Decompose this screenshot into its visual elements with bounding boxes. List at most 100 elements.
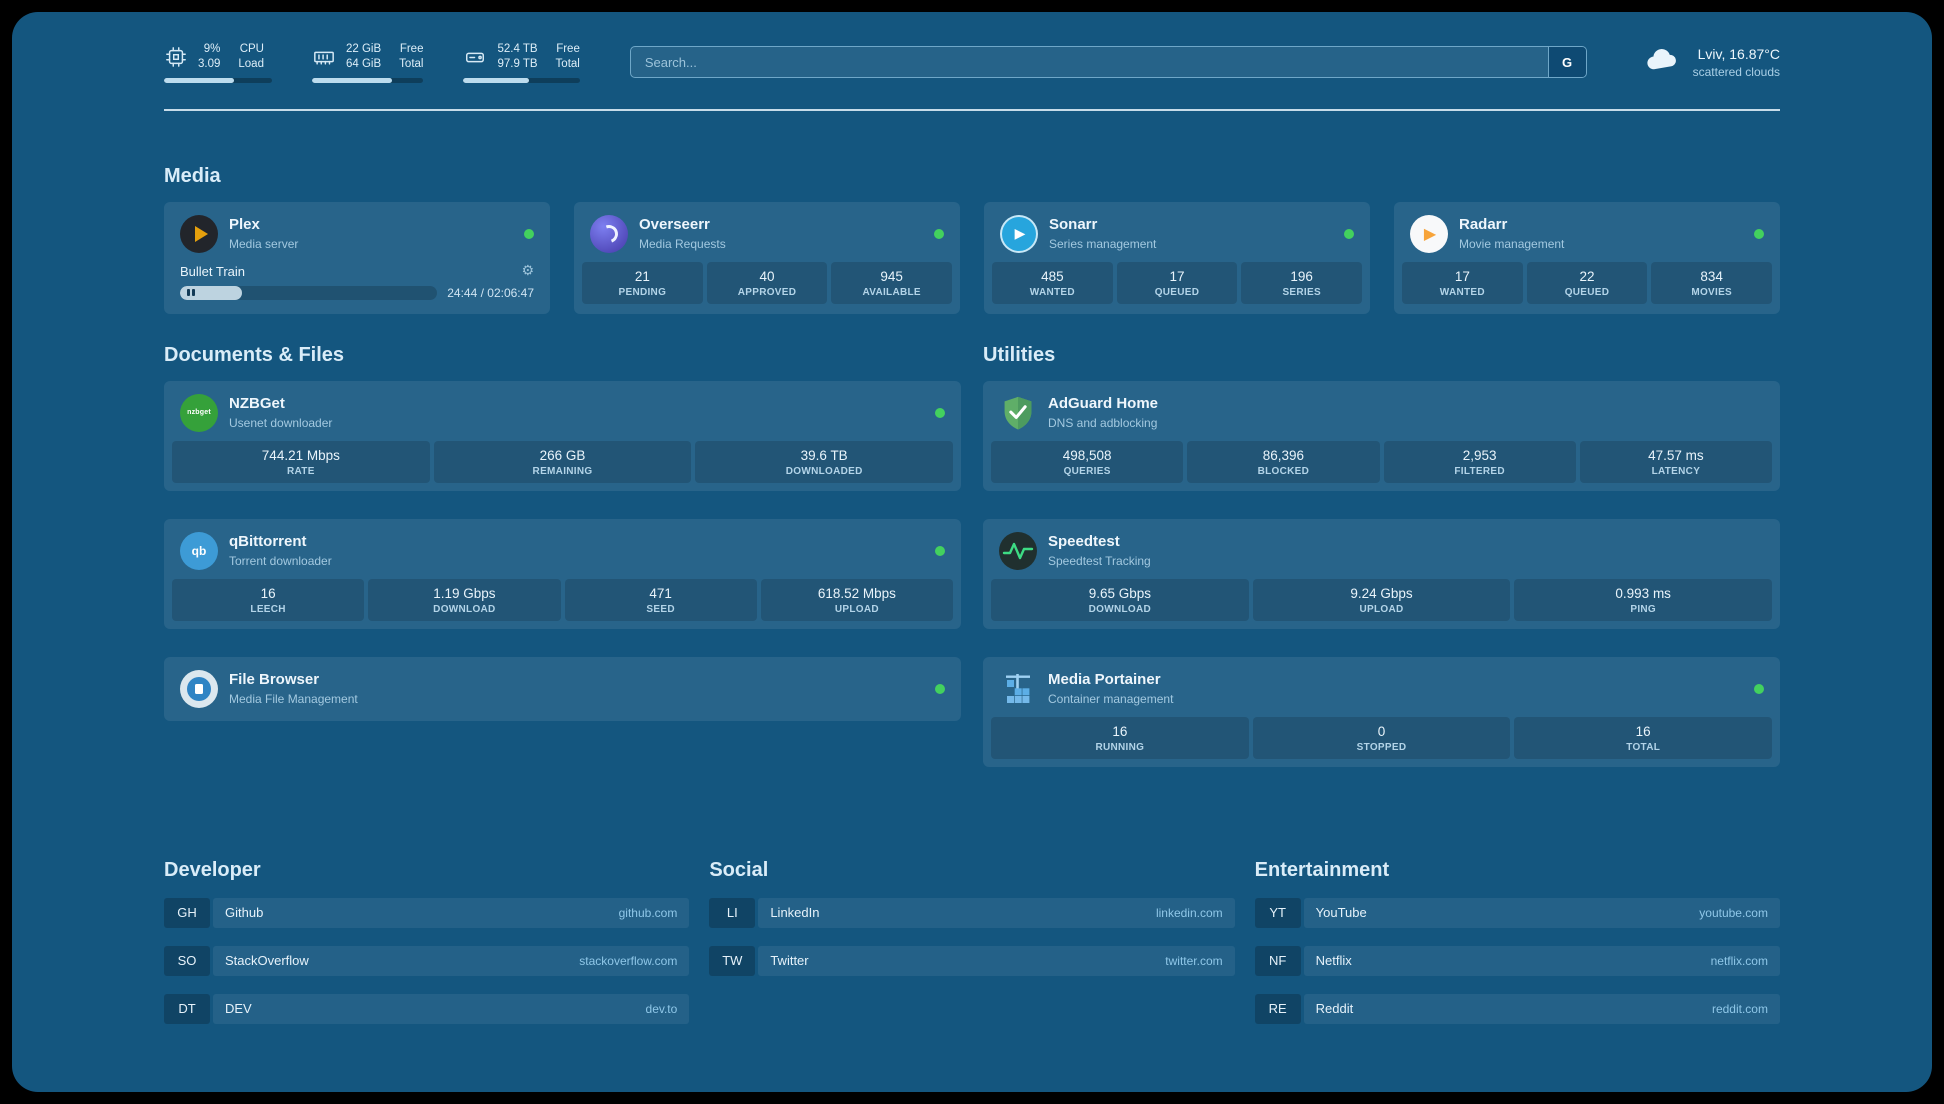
stat-value: 498,508 xyxy=(1062,447,1112,463)
bookmark-linkedin[interactable]: LI LinkedIn linkedin.com xyxy=(709,897,1235,928)
stat-tile: 86,396 BLOCKED xyxy=(1187,440,1380,483)
stat-value: 40 xyxy=(759,268,775,284)
plex-icon xyxy=(180,214,218,253)
service-card-sonarr[interactable]: ▶ Sonarr Series management 485 WANTED 17… xyxy=(984,201,1370,314)
service-description: Speedtest Tracking xyxy=(1048,554,1151,569)
gear-icon[interactable]: ⚙ xyxy=(521,263,534,280)
search-provider-button[interactable]: G xyxy=(1547,47,1586,78)
service-card-speedtest[interactable]: Speedtest Speedtest Tracking 9.65 Gbps D… xyxy=(983,518,1780,629)
ram-free-label: Free xyxy=(399,43,424,55)
disk-free-label: Free xyxy=(556,43,580,55)
bookmark-abbr: RE xyxy=(1254,993,1301,1024)
bookmark-abbr: NF xyxy=(1254,945,1301,976)
service-card-plex[interactable]: Plex Media server Bullet Train ⚙ 24:44 /… xyxy=(164,201,550,314)
weather-widget: Lviv, 16.87°C scattered clouds xyxy=(1645,45,1780,80)
playback-progress xyxy=(180,285,242,300)
bookmark-stackoverflow[interactable]: SO StackOverflow stackoverflow.com xyxy=(164,945,690,976)
service-name: AdGuard Home xyxy=(1048,395,1159,413)
bookmark-url: youtube.com xyxy=(1699,905,1768,920)
disk-bar-fill xyxy=(463,77,529,83)
playback-track[interactable] xyxy=(180,285,438,300)
status-dot xyxy=(524,228,534,239)
stat-label: PENDING xyxy=(618,286,667,298)
stat-value: 9.65 Gbps xyxy=(1088,585,1151,601)
service-card-filebrowser[interactable]: File Browser Media File Management xyxy=(164,656,961,721)
portainer-icon xyxy=(999,670,1037,708)
stat-tile: 40 APPROVED xyxy=(706,261,828,304)
stat-tile: 485 WANTED xyxy=(992,261,1113,304)
stat-value: 834 xyxy=(1700,268,1723,284)
disk-total-value: 97.9 TB xyxy=(497,57,538,70)
pause-icon[interactable] xyxy=(187,289,190,297)
cpu-label: CPU xyxy=(239,43,264,55)
bookmark-name: LinkedIn xyxy=(770,905,820,921)
service-description: Container management xyxy=(1048,692,1174,707)
stat-value: 485 xyxy=(1041,268,1064,284)
bookmark-name: Github xyxy=(225,905,264,921)
bookmark-abbr: TW xyxy=(709,945,756,976)
stat-tile: 2,953 FILTERED xyxy=(1383,440,1576,483)
stat-value: 47.57 ms xyxy=(1648,447,1704,463)
stat-label: MOVIES xyxy=(1691,286,1733,298)
service-card-adguard[interactable]: AdGuard Home DNS and adblocking 498,508 … xyxy=(983,380,1780,491)
stat-tile: 945 AVAILABLE xyxy=(831,261,953,304)
bookmark-dev[interactable]: DT DEV dev.to xyxy=(164,993,690,1024)
service-card-portainer[interactable]: Media Portainer Container management 16 … xyxy=(983,656,1780,767)
stat-label: DOWNLOADED xyxy=(785,465,863,477)
stat-label: PING xyxy=(1630,603,1656,615)
weather-location: Lviv, 16.87°C xyxy=(1697,45,1780,62)
playback-time: 24:44 / 02:06:47 xyxy=(447,285,534,300)
service-description: Movie management xyxy=(1459,237,1565,252)
search-input[interactable] xyxy=(630,47,1548,78)
qbittorrent-icon: qb xyxy=(180,531,218,570)
bookmark-url: twitter.com xyxy=(1165,953,1223,968)
status-dot xyxy=(934,228,944,239)
media-grid: Plex Media server Bullet Train ⚙ 24:44 /… xyxy=(164,201,1780,314)
stat-label: UPLOAD xyxy=(1359,603,1404,615)
bookmarks-social: Social LI LinkedIn linkedin.com TW Twitt… xyxy=(709,795,1235,994)
service-card-overseerr[interactable]: Overseerr Media Requests 21 PENDING 40 A… xyxy=(574,201,960,314)
resource-widgets: 9% 3.09 CPU Load xyxy=(164,42,580,83)
bookmark-twitter[interactable]: TW Twitter twitter.com xyxy=(709,945,1235,976)
stat-tile: 16 LEECH xyxy=(172,578,365,621)
service-name: qBittorrent xyxy=(229,533,307,551)
bookmark-netflix[interactable]: NF Netflix netflix.com xyxy=(1254,945,1780,976)
topbar: 9% 3.09 CPU Load xyxy=(164,42,1780,83)
service-name: File Browser xyxy=(229,671,320,689)
bookmark-github[interactable]: GH Github github.com xyxy=(164,897,690,928)
overseerr-icon xyxy=(590,214,628,253)
ram-bar-fill xyxy=(312,77,393,83)
status-dot xyxy=(935,683,945,694)
service-card-qbittorrent[interactable]: qb qBittorrent Torrent downloader 16 LEE… xyxy=(164,518,961,629)
service-card-nzbget[interactable]: nzbget NZBGet Usenet downloader 744.21 M… xyxy=(164,380,961,491)
search-box: G xyxy=(629,46,1587,79)
stat-value: 17 xyxy=(1169,268,1185,284)
stat-value: 16 xyxy=(260,585,276,601)
ram-total-label: Total xyxy=(399,57,424,70)
cpu-load-label: Load xyxy=(238,57,264,70)
service-description: Usenet downloader xyxy=(229,416,333,431)
service-card-radarr[interactable]: ▶ Radarr Movie management 17 WANTED 22 Q… xyxy=(1394,201,1780,314)
status-dot xyxy=(935,407,945,418)
section-title-developer: Developer xyxy=(164,858,261,881)
bookmark-reddit[interactable]: RE Reddit reddit.com xyxy=(1254,993,1780,1024)
sonarr-icon: ▶ xyxy=(1000,214,1038,253)
bookmark-abbr: YT xyxy=(1254,897,1301,928)
section-title-utilities: Utilities xyxy=(983,343,1056,366)
speedtest-icon xyxy=(999,531,1037,570)
stat-label: WANTED xyxy=(1029,286,1075,298)
ram-bar xyxy=(312,77,424,83)
bookmark-youtube[interactable]: YT YouTube youtube.com xyxy=(1254,897,1780,928)
cloud-icon xyxy=(1645,46,1681,78)
stat-label: DOWNLOAD xyxy=(1088,603,1152,615)
bookmark-abbr: GH xyxy=(164,897,210,928)
disk-widget: 52.4 TB 97.9 TB Free Total xyxy=(463,42,580,83)
stat-value: 2,953 xyxy=(1462,447,1497,463)
cpu-icon xyxy=(164,45,188,69)
stat-label: DOWNLOAD xyxy=(433,603,496,615)
stat-tile: 9.65 Gbps DOWNLOAD xyxy=(991,578,1249,621)
stat-tile: 21 PENDING xyxy=(582,261,703,304)
stat-label: QUERIES xyxy=(1063,465,1111,477)
bookmark-url: linkedin.com xyxy=(1155,905,1223,920)
stat-label: UPLOAD xyxy=(834,603,879,615)
